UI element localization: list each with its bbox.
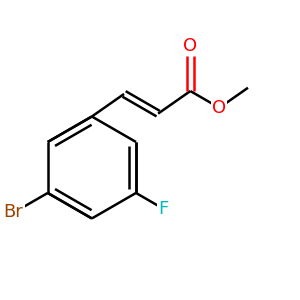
- Text: O: O: [183, 37, 197, 55]
- Text: O: O: [212, 99, 226, 117]
- Text: Br: Br: [4, 203, 23, 221]
- Text: F: F: [159, 200, 169, 218]
